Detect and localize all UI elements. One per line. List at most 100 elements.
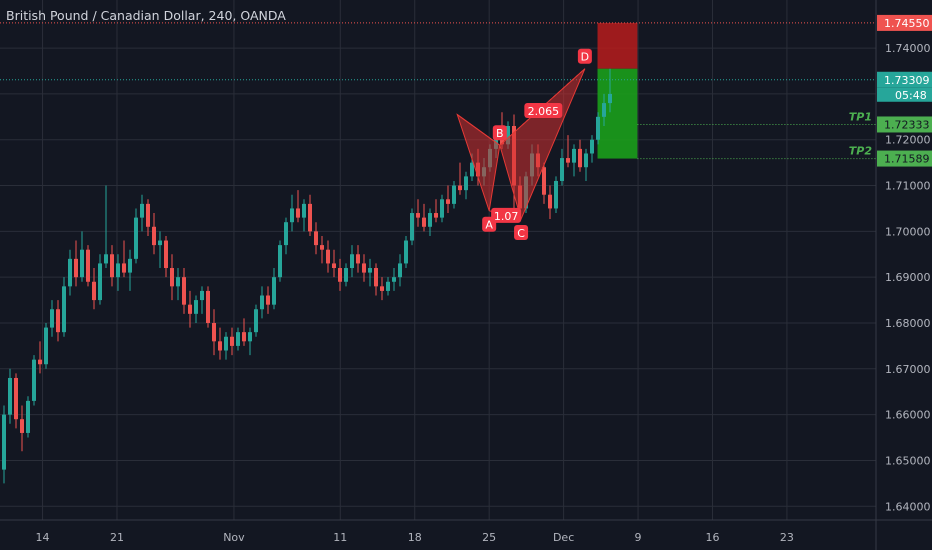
ratio-label: 1.07 (494, 210, 519, 223)
candle-body (14, 377, 18, 420)
candle-body (446, 199, 450, 204)
stop-loss-zone (597, 22, 638, 69)
y-tick-label: 1.65000 (885, 454, 931, 467)
candle-body (290, 208, 294, 223)
price-tag-label: 1.72333 (884, 118, 930, 131)
pattern-point-label: B (496, 127, 504, 140)
price-tag-label: 1.71589 (884, 153, 930, 166)
candle-body (542, 167, 546, 195)
candle-body (50, 309, 54, 328)
x-tick-label: 11 (333, 531, 347, 544)
y-tick-label: 1.71000 (885, 180, 931, 193)
harmonic-pattern: A B C D 1.07 2.065 (456, 48, 592, 240)
pattern-point-marker (514, 224, 529, 240)
candle-body (308, 203, 312, 232)
candle-body (20, 419, 24, 433)
candle-body (158, 240, 162, 246)
pattern-point-marker (492, 125, 507, 141)
x-tick-label: 9 (635, 531, 642, 544)
candle-body (224, 336, 228, 351)
candle-body (212, 322, 216, 342)
candle-body (230, 336, 234, 346)
candle-body (38, 359, 42, 365)
candle-body (260, 295, 264, 310)
candle-body (422, 217, 426, 227)
candle-body (74, 258, 78, 278)
grid (0, 0, 876, 520)
countdown-tag (877, 87, 932, 102)
candle-body (110, 254, 114, 278)
candle-body (398, 263, 402, 278)
candle-body (506, 125, 510, 145)
x-tick-label: 14 (36, 531, 50, 544)
candle-body (218, 341, 222, 351)
x-tick-label: 23 (780, 531, 794, 544)
candle-body (404, 240, 408, 264)
candle-body (464, 176, 468, 191)
candle-body (134, 217, 138, 259)
candle-body (272, 277, 276, 305)
candle-body (278, 245, 282, 278)
candle-body (104, 254, 108, 264)
candle-body (194, 300, 198, 314)
candle-body (80, 249, 84, 278)
price-tag (877, 116, 932, 133)
candle-body (2, 414, 6, 470)
candle-body (128, 258, 132, 273)
candle-body (242, 332, 246, 342)
candle-body (596, 116, 600, 140)
candle-body (86, 249, 90, 282)
candle-body (470, 162, 474, 177)
x-tick-label: 25 (482, 531, 496, 544)
x-tick-label: 21 (110, 531, 124, 544)
candle-body (8, 377, 12, 415)
candle-body (566, 158, 570, 163)
pattern-point-label: C (517, 227, 525, 240)
candle-body (608, 93, 612, 104)
candle-body (200, 290, 204, 301)
price-tag-label: 1.73309 (884, 74, 930, 87)
countdown-label: 05:48 (895, 89, 927, 102)
candle-body (362, 263, 366, 273)
ratio-tag (491, 207, 522, 223)
candle-body (284, 222, 288, 246)
candle-body (164, 240, 168, 269)
candle-body (578, 148, 582, 168)
candle-body (416, 213, 420, 218)
candle-body (374, 268, 378, 287)
candle-body (296, 208, 300, 218)
candle-body (302, 203, 306, 218)
candle-body (68, 258, 72, 287)
candle-body (182, 277, 186, 305)
y-tick-label: 1.66000 (885, 409, 931, 422)
y-tick-label: 1.67000 (885, 363, 931, 376)
candle-body (356, 254, 360, 264)
x-tick-label: Nov (223, 531, 245, 544)
candle-body (344, 268, 348, 282)
pattern-triangle-bcd (499, 68, 586, 221)
candle-body (170, 268, 174, 287)
candle-body (434, 213, 438, 218)
candle-body (236, 332, 240, 346)
candle-body (44, 327, 48, 365)
candle-body (314, 231, 318, 246)
candle-body (584, 153, 588, 168)
candle-body (248, 332, 252, 342)
pattern-point-marker (577, 48, 592, 64)
candle-body (428, 213, 432, 227)
candle-body (602, 103, 606, 117)
chart-overlays: TP1 TP2 (0, 22, 876, 160)
candle-body (380, 286, 384, 291)
ratio-tag (524, 102, 563, 118)
candle-body (440, 199, 444, 218)
candle-body (326, 249, 330, 264)
candle-body (350, 254, 354, 269)
candle-body (254, 309, 258, 333)
candle-body (332, 263, 336, 269)
candle-body (140, 203, 144, 218)
candle-body (152, 226, 156, 246)
pattern-leg (456, 114, 501, 146)
candle-body (116, 263, 120, 278)
